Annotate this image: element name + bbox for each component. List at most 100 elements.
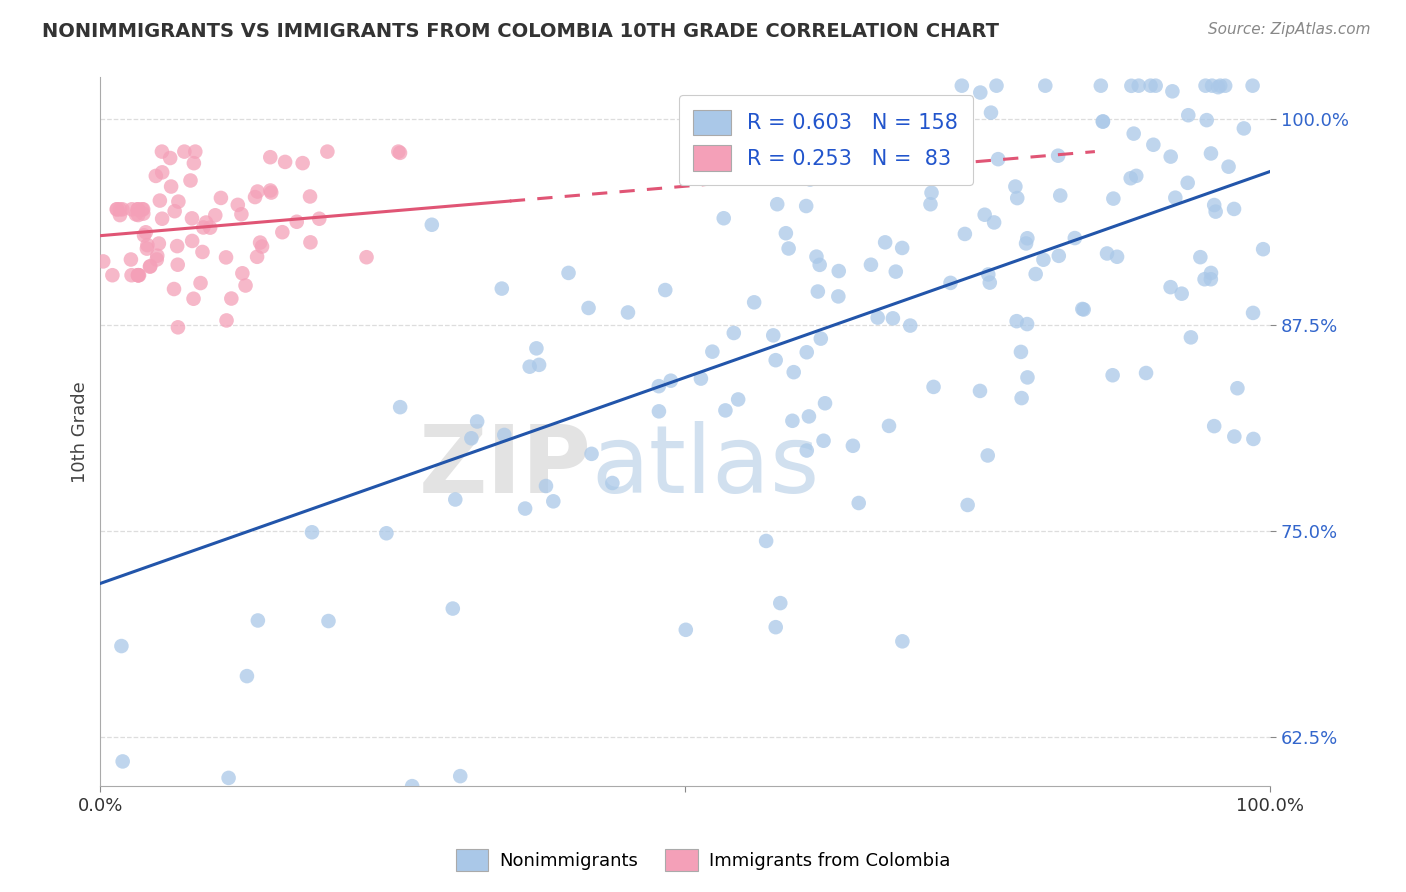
Point (184, 145, 207, 159)
Point (387, 145, 409, 159)
Point (105, 202, 128, 217)
Point (259, 150, 281, 164)
Point (120, 252, 142, 267)
Point (127, 202, 149, 217)
Point (1128, 78, 1150, 93)
Point (1011, 391, 1033, 405)
Point (1164, 191, 1187, 205)
Point (817, 155, 839, 169)
Y-axis label: 10th Grade: 10th Grade (72, 381, 89, 483)
Point (648, 379, 671, 393)
Point (179, 173, 201, 187)
Point (1049, 188, 1071, 202)
Point (145, 169, 167, 183)
Point (1105, 250, 1128, 264)
Point (127, 268, 149, 283)
Point (848, 496, 870, 510)
Point (1180, 330, 1202, 344)
Point (1032, 252, 1054, 267)
Point (204, 208, 226, 222)
Point (882, 311, 904, 326)
Point (1091, 114, 1114, 128)
Point (243, 190, 266, 204)
Point (765, 353, 787, 368)
Point (1139, 78, 1161, 93)
Point (299, 189, 322, 203)
Point (226, 198, 249, 212)
Point (127, 268, 149, 283)
Point (1005, 314, 1028, 328)
Point (1122, 127, 1144, 141)
Point (1199, 146, 1222, 161)
Point (1010, 345, 1032, 359)
Point (494, 428, 516, 442)
Legend: R = 0.603   N = 158, R = 0.253   N =  83: R = 0.603 N = 158, R = 0.253 N = 83 (679, 95, 973, 186)
Point (127, 208, 149, 222)
Point (1015, 236, 1038, 251)
Point (260, 186, 283, 200)
Point (1161, 84, 1184, 98)
Point (135, 242, 157, 256)
Point (1004, 179, 1026, 194)
Point (1091, 114, 1114, 128)
Point (702, 344, 724, 359)
Point (132, 202, 155, 217)
Point (231, 207, 253, 221)
Point (316, 145, 339, 159)
Point (259, 184, 281, 198)
Point (1125, 169, 1147, 183)
Point (139, 259, 162, 273)
Point (246, 185, 269, 199)
Point (654, 283, 676, 297)
Point (1160, 150, 1182, 164)
Point (181, 211, 204, 226)
Point (921, 186, 943, 200)
Point (389, 400, 412, 414)
Point (714, 403, 737, 417)
Point (1090, 78, 1112, 93)
Point (602, 475, 624, 490)
Point (465, 415, 488, 429)
Point (401, 779, 423, 793)
Point (1119, 171, 1142, 186)
Point (148, 236, 170, 251)
Point (250, 239, 273, 253)
Point (111, 202, 134, 217)
Point (193, 220, 215, 235)
Point (231, 266, 253, 280)
Point (132, 207, 155, 221)
Point (1073, 302, 1095, 317)
Point (159, 151, 181, 165)
Point (1204, 198, 1226, 212)
Point (460, 431, 482, 445)
Point (1241, 306, 1264, 320)
Point (797, 409, 820, 424)
Point (859, 258, 882, 272)
Point (543, 494, 565, 508)
Point (659, 374, 682, 388)
Point (1241, 432, 1264, 446)
Point (794, 199, 817, 213)
Point (617, 305, 640, 319)
Point (183, 292, 205, 306)
Point (808, 258, 831, 272)
Point (198, 220, 221, 235)
Point (526, 342, 548, 356)
Point (1071, 301, 1094, 316)
Point (1218, 160, 1240, 174)
Point (108, 202, 131, 217)
Point (136, 238, 159, 252)
Point (163, 282, 186, 296)
Point (866, 310, 889, 325)
Point (1199, 272, 1222, 286)
Point (877, 418, 900, 433)
Point (1195, 113, 1218, 128)
Point (1121, 78, 1143, 93)
Point (388, 145, 411, 160)
Text: Source: ZipAtlas.com: Source: ZipAtlas.com (1208, 22, 1371, 37)
Point (1189, 250, 1212, 264)
Point (110, 639, 132, 653)
Point (1160, 280, 1182, 294)
Point (299, 235, 322, 250)
Point (884, 265, 907, 279)
